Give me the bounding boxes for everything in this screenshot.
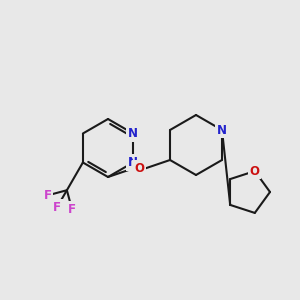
Text: F: F (53, 201, 61, 214)
Text: N: N (128, 127, 138, 140)
Text: N: N (128, 156, 138, 169)
Text: F: F (44, 189, 52, 202)
Text: F: F (68, 203, 76, 216)
Text: O: O (250, 165, 260, 178)
Text: N: N (217, 124, 227, 136)
Text: O: O (134, 162, 144, 175)
